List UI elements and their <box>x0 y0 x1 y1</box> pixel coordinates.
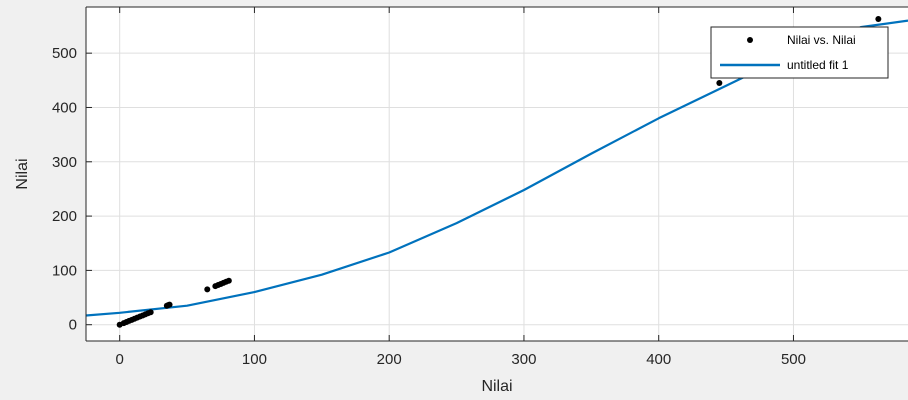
data-point <box>875 15 882 22</box>
tick-labels-group: 0 100 200 300 400 500 0 100 200 300 400 500 <box>52 45 806 368</box>
legend-box <box>710 26 889 79</box>
x-tick-label: 400 <box>646 351 671 368</box>
x-tick-label: 100 <box>242 351 267 368</box>
y-tick-label: 400 <box>52 99 77 116</box>
y-tick-label: 200 <box>52 208 77 225</box>
x-tick-label: 200 <box>377 351 402 368</box>
grid <box>86 7 908 341</box>
legend: Nilai vs. Nilai untitled fit 1 <box>710 26 889 79</box>
data-point <box>147 309 154 316</box>
data-point <box>204 286 211 293</box>
legend-label-fit: untitled fit 1 <box>787 58 849 72</box>
y-tick-label: 300 <box>52 154 77 171</box>
legend-label-points: Nilai vs. Nilai <box>787 33 856 47</box>
ticks-group <box>86 7 794 341</box>
legend-marker-points <box>747 37 753 43</box>
data-point <box>166 301 173 308</box>
x-tick-label: 500 <box>781 351 806 368</box>
data-points-group <box>116 15 882 328</box>
y-tick-label: 0 <box>69 317 77 334</box>
y-tick-label: 100 <box>52 262 77 279</box>
x-tick-label: 300 <box>511 351 536 368</box>
data-point <box>225 277 232 284</box>
x-axis-label: Nilai <box>481 378 512 395</box>
data-point <box>716 80 723 87</box>
y-tick-label: 500 <box>52 45 77 62</box>
y-axis-label: Nilai <box>14 158 31 189</box>
x-tick-label: 0 <box>116 351 124 368</box>
